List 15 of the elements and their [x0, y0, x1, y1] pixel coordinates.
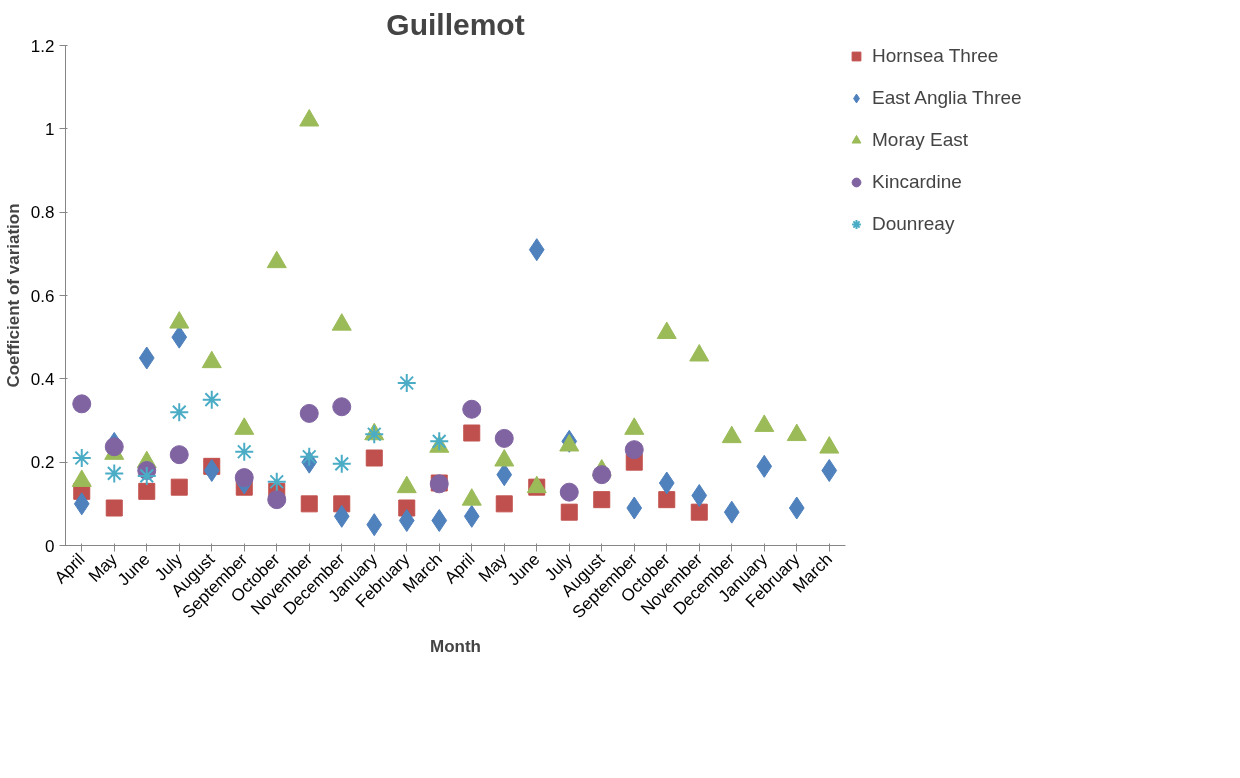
- legend-label: East Anglia Three: [872, 87, 1022, 109]
- y-tick-label: 0.6: [30, 286, 55, 306]
- chart-title: Guillemot: [386, 7, 525, 41]
- y-tick-label: 1: [45, 119, 55, 139]
- x-axis-title: Month: [430, 636, 481, 656]
- y-tick-label: 0.8: [30, 203, 55, 223]
- y-tick-label: 1.2: [30, 36, 55, 56]
- legend-label: Dounreay: [872, 213, 955, 235]
- y-tick-label: 0: [45, 536, 55, 556]
- legend-label: Moray East: [872, 129, 969, 151]
- y-tick-label: 0.4: [30, 369, 55, 389]
- y-tick-label: 0.2: [30, 453, 55, 473]
- legend-label: Hornsea Three: [872, 45, 999, 67]
- legend-label: Kincardine: [872, 171, 962, 193]
- y-axis-title: Coefficient of variation: [3, 203, 23, 388]
